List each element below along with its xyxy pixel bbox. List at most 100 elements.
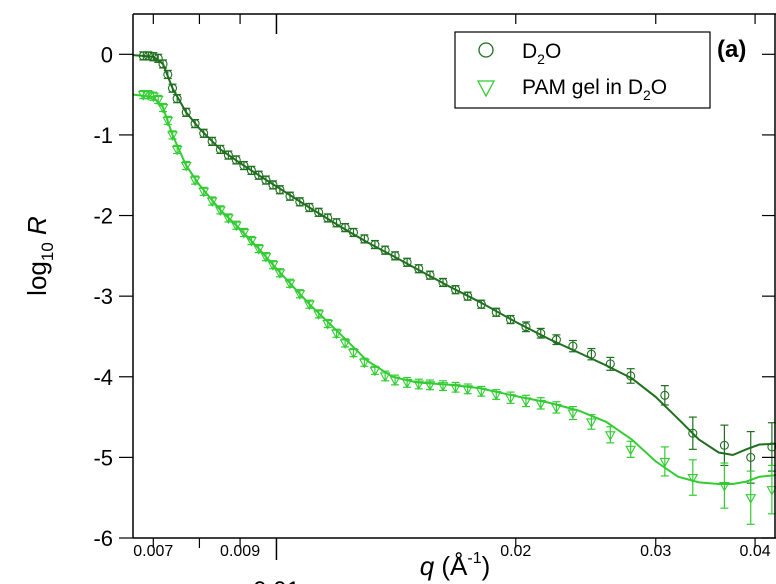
data-point	[214, 205, 226, 217]
y-tick-label: -6	[93, 526, 113, 551]
data-point	[505, 391, 516, 404]
data-point	[314, 207, 324, 217]
data-point	[585, 414, 597, 430]
data-point	[230, 220, 242, 232]
triangle-marker	[238, 228, 250, 239]
circle-marker	[605, 359, 615, 369]
data-point	[294, 289, 306, 300]
circle-marker	[402, 257, 412, 267]
panel-label: (a)	[717, 36, 746, 63]
triangle-marker	[180, 162, 192, 172]
data-point	[586, 347, 596, 361]
data-point	[181, 107, 191, 117]
circle-marker	[158, 59, 168, 69]
data-point	[451, 285, 461, 295]
circle-marker	[551, 335, 561, 345]
axes: 0 -1 -2 -3 -4 -5 -6 0.007 0.009 0.02 0.03 0.04 0.01	[93, 13, 776, 584]
legend-marker-pam-gel	[476, 80, 496, 98]
circle-marker	[719, 440, 729, 450]
x-minor-tick-label: 0.007	[133, 543, 173, 560]
triangle-marker	[171, 145, 183, 156]
x-minor-tick-label: 0.009	[220, 543, 260, 560]
data-point	[340, 223, 350, 233]
data-point	[402, 257, 412, 267]
y-tick-label: -5	[93, 445, 113, 470]
data-point	[718, 462, 730, 509]
circle-marker	[323, 213, 333, 223]
data-point	[153, 53, 163, 63]
circle-marker	[390, 251, 400, 261]
triangle-marker	[147, 92, 159, 103]
circle-marker	[568, 341, 578, 351]
data-point	[238, 227, 250, 239]
data-point	[462, 383, 474, 395]
circle-marker	[199, 128, 209, 138]
data-point	[359, 234, 369, 244]
data-point	[148, 52, 158, 62]
legend-marker-d2o	[478, 42, 494, 58]
data-points	[137, 51, 776, 525]
data-point	[323, 213, 333, 223]
circle-marker	[163, 69, 173, 80]
triangle-marker	[206, 197, 218, 208]
triangle-marker	[284, 279, 296, 290]
triangle-marker	[490, 390, 502, 401]
data-point	[535, 397, 547, 410]
circle-marker	[239, 161, 249, 171]
triangle-marker	[625, 445, 637, 456]
data-point	[313, 309, 325, 321]
circle-marker	[167, 83, 178, 93]
y-tick-label: -4	[93, 365, 113, 390]
data-point	[172, 94, 182, 104]
data-point	[390, 251, 400, 261]
circle-marker	[223, 150, 233, 160]
data-point	[260, 252, 272, 263]
data-point	[605, 356, 615, 371]
triangle-marker	[189, 176, 201, 187]
data-point	[475, 385, 487, 398]
y-axis-title: log10 R	[22, 216, 57, 296]
y-tick-label: -2	[93, 204, 113, 229]
circle-marker	[153, 53, 163, 63]
circle-marker	[505, 314, 516, 325]
data-point	[745, 470, 757, 525]
data-point	[490, 389, 502, 401]
data-point	[424, 379, 436, 391]
data-point	[239, 160, 249, 171]
fit-curves	[133, 54, 776, 485]
x-minor-tick-label: 0.03	[640, 543, 671, 560]
data-point	[358, 357, 370, 369]
triangle-marker	[766, 486, 776, 496]
circle-marker	[746, 452, 756, 462]
data-point	[143, 51, 153, 61]
data-point	[379, 370, 391, 383]
circle-marker	[348, 227, 359, 238]
data-point	[158, 59, 168, 69]
circle-marker	[143, 51, 153, 61]
data-point	[659, 446, 671, 477]
circle-marker	[246, 165, 256, 175]
triangle-marker	[369, 366, 381, 377]
data-point	[425, 270, 435, 280]
data-point	[171, 144, 183, 156]
circle-marker	[380, 245, 390, 255]
triangle-marker	[604, 431, 616, 441]
x-axis-title: q (Å-1)	[420, 550, 491, 581]
data-point	[626, 368, 636, 384]
triangle-marker	[274, 269, 286, 279]
triangle-marker	[535, 399, 547, 410]
y-tick-label: -3	[93, 284, 113, 309]
data-point	[167, 130, 178, 142]
data-point	[180, 160, 192, 172]
data-point	[687, 459, 699, 496]
circle-marker	[536, 328, 546, 338]
triangle-marker	[260, 253, 272, 263]
data-point	[254, 170, 264, 180]
triangle-marker	[389, 376, 401, 387]
circle-marker	[254, 170, 264, 180]
circle-marker	[463, 291, 473, 301]
circle-marker	[268, 180, 278, 190]
data-point	[719, 424, 729, 467]
triangle-marker	[450, 383, 462, 394]
data-point	[348, 347, 359, 359]
